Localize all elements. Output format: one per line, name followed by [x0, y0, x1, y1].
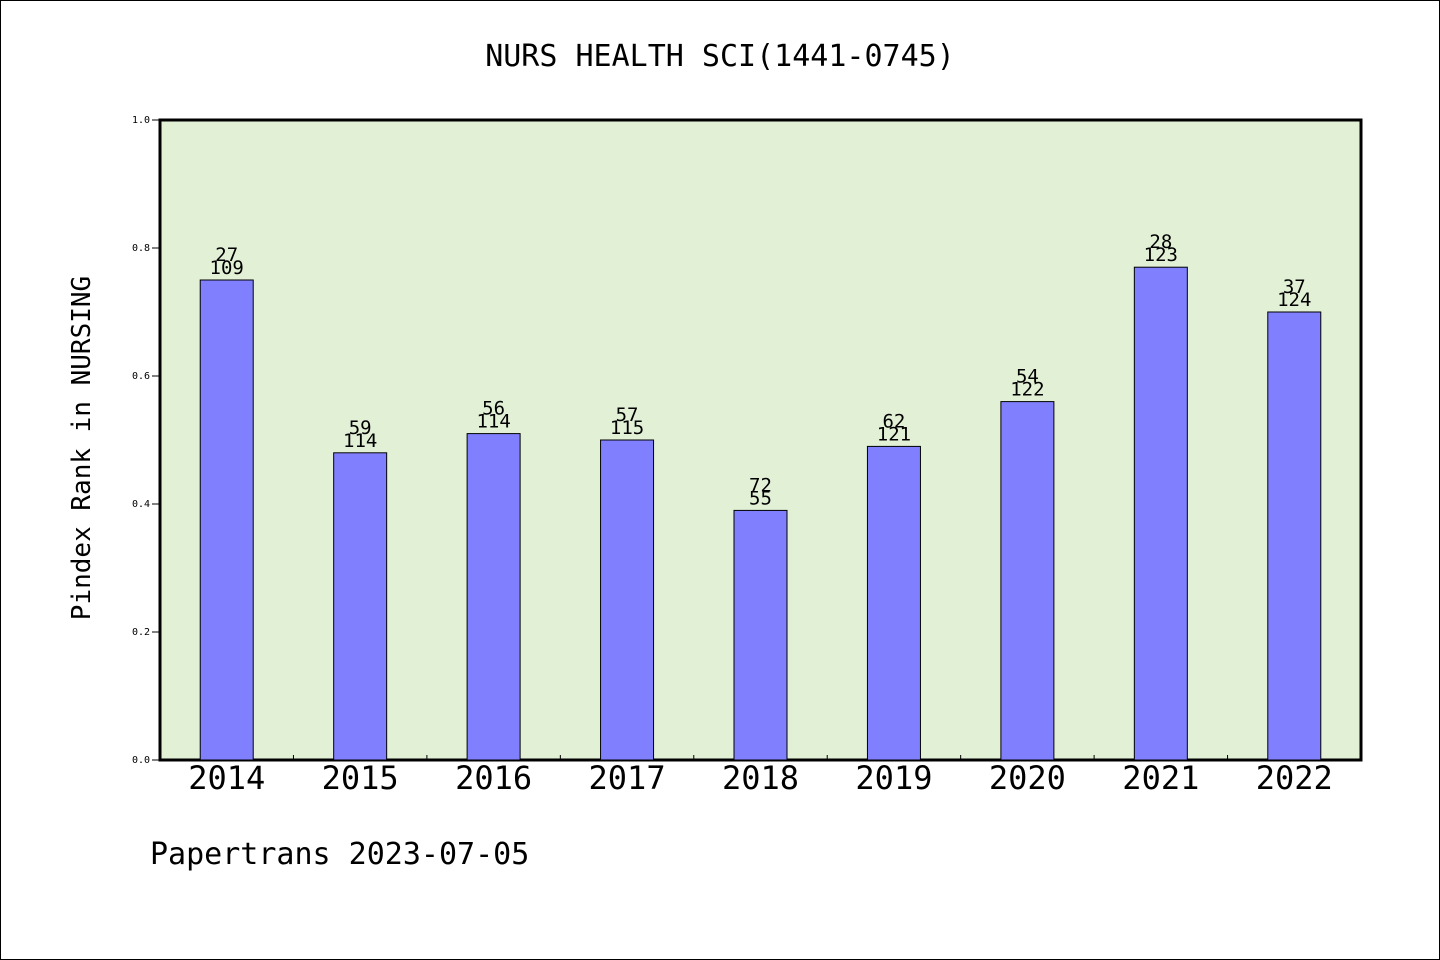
bar-label-bottom: 114 — [476, 411, 510, 433]
y-tick-label: 0.0 — [132, 755, 150, 766]
bar — [1133, 266, 1188, 761]
x-tick-label: 2018 — [722, 759, 799, 797]
bar-label-bottom: 123 — [1144, 244, 1178, 266]
y-tick-label: 0.8 — [132, 243, 150, 254]
bar — [600, 439, 655, 761]
bar-label-bottom: 55 — [749, 487, 772, 509]
bar-label-top: 56 — [482, 398, 505, 420]
x-tick-label: 2016 — [455, 759, 532, 797]
x-tick-label: 2017 — [589, 759, 666, 797]
bar — [1267, 311, 1322, 761]
x-tick-label: 2020 — [989, 759, 1066, 797]
bar-label-top: 59 — [349, 417, 372, 439]
bar — [1000, 401, 1055, 761]
bar-label-top: 28 — [1149, 231, 1172, 253]
y-tick-label: 1.0 — [132, 115, 150, 126]
bar-label-top: 72 — [749, 474, 772, 496]
x-tick-label: 2022 — [1256, 759, 1333, 797]
bar-label-bottom: 121 — [877, 423, 911, 445]
bar-label-bottom: 114 — [343, 430, 377, 452]
y-axis: 0.0 0.2 0.4 0.6 0.8 1.0 — [132, 115, 160, 766]
y-axis-label: Pindex Rank in NURSING — [67, 276, 97, 620]
y-tick-label: 0.2 — [132, 627, 150, 638]
bar — [199, 279, 254, 761]
chart-title: NURS HEALTH SCI(1441-0745) — [485, 39, 955, 74]
x-axis: 2014 2015 2016 2017 2018 2019 2020 2021 2022 — [188, 755, 1333, 797]
bar-label-bottom: 122 — [1010, 379, 1044, 401]
bar-label-bottom: 124 — [1277, 289, 1311, 311]
bar — [333, 452, 388, 761]
bar-label-top: 27 — [215, 244, 238, 266]
bar-label-top: 57 — [616, 404, 639, 426]
x-tick-label: 2015 — [322, 759, 399, 797]
x-tick-label: 2019 — [855, 759, 932, 797]
bar-label-top: 37 — [1283, 276, 1306, 298]
bar-label-top: 62 — [882, 410, 905, 432]
footer-credit: Papertrans 2023-07-05 — [150, 837, 529, 872]
x-tick-label: 2021 — [1122, 759, 1199, 797]
bar-label-bottom: 109 — [210, 257, 244, 279]
y-tick-label: 0.4 — [132, 499, 150, 510]
bar — [866, 445, 921, 761]
bar — [733, 509, 788, 761]
y-tick-label: 0.6 — [132, 371, 150, 382]
bar-label-top: 54 — [1016, 366, 1039, 388]
x-tick-label: 2014 — [188, 759, 265, 797]
bar-label-bottom: 115 — [610, 417, 644, 439]
bar — [466, 433, 521, 761]
